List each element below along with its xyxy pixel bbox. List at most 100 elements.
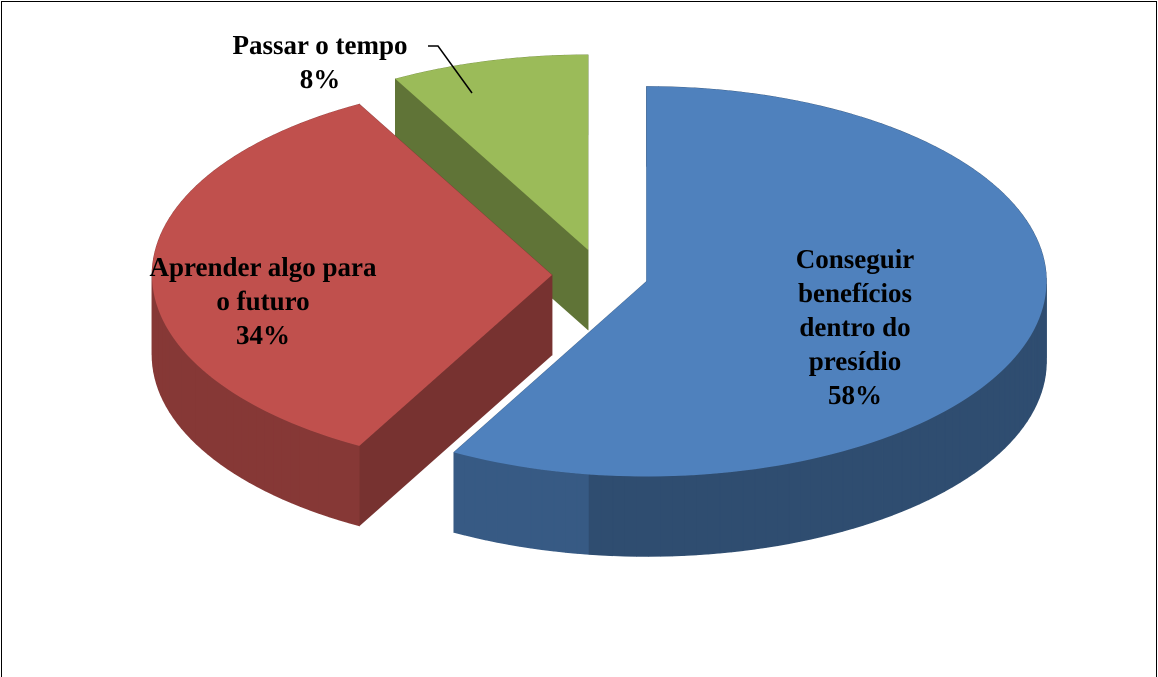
slice-side — [318, 433, 330, 518]
slice-side — [831, 450, 844, 535]
slice-side — [636, 476, 649, 557]
slice-side — [952, 401, 961, 488]
slice-side — [1038, 312, 1042, 399]
slice-side — [821, 453, 833, 538]
slice-side — [176, 342, 182, 430]
slice-side — [967, 392, 975, 479]
slice-side — [201, 368, 209, 455]
category-label: Conseguir benefícios dentro do presídio — [795, 244, 915, 376]
slice-side — [588, 474, 602, 556]
value-label: 58% — [828, 380, 882, 410]
slice-side — [928, 415, 937, 501]
slice-side — [695, 473, 709, 556]
slice-side — [220, 383, 228, 470]
slice-group — [151, 103, 553, 527]
slice-side — [338, 439, 350, 524]
slice-side — [799, 458, 812, 542]
slice-side — [309, 429, 320, 514]
slice-side — [485, 459, 498, 543]
slice-side — [348, 442, 360, 527]
slice-side — [660, 475, 673, 557]
slice-side — [181, 347, 187, 435]
slice-side — [1009, 356, 1016, 444]
slice-side — [1033, 324, 1038, 411]
slice-side — [226, 388, 235, 474]
slice-side — [624, 475, 637, 557]
slice-side — [974, 387, 982, 474]
slice-side — [882, 434, 893, 520]
slice-side — [731, 470, 744, 553]
slice-side — [496, 461, 509, 545]
slice-side — [264, 410, 274, 496]
slice-side — [241, 397, 250, 483]
slice-side — [453, 451, 465, 536]
slice-side — [256, 406, 266, 492]
slice-side — [541, 469, 555, 552]
slice-side — [788, 461, 801, 545]
slice-side — [810, 456, 822, 540]
slice-side — [742, 468, 756, 552]
slice-side — [207, 373, 215, 460]
slice-side — [892, 431, 903, 516]
slice-side — [999, 367, 1006, 454]
slice-side — [576, 473, 590, 555]
slice-side — [944, 406, 953, 492]
slice-side — [233, 392, 242, 479]
slice-side — [842, 448, 854, 532]
slice-side — [980, 382, 988, 469]
data-label: Aprender algo para o futuro 34% — [148, 250, 378, 352]
slice-side — [612, 475, 625, 557]
slice-side — [600, 474, 614, 557]
slice-side — [185, 352, 192, 440]
slice-side — [754, 467, 767, 550]
value-label: 8% — [299, 64, 341, 94]
leader-line — [428, 45, 473, 94]
slice-side — [987, 377, 994, 465]
slice-side — [281, 418, 292, 504]
category-label: Aprender algo para o futuro — [149, 252, 377, 316]
slice-side — [519, 466, 532, 549]
slice-side — [872, 438, 884, 523]
slice-side — [1023, 340, 1028, 428]
slice-side — [959, 397, 968, 484]
slice-side — [1004, 362, 1011, 449]
slice-side — [1026, 334, 1032, 423]
slice — [395, 54, 589, 250]
slice-side — [507, 464, 520, 547]
category-label: Passar o tempo — [232, 30, 408, 60]
slice-side — [936, 410, 946, 497]
slice-side — [248, 401, 258, 488]
slice-side — [290, 422, 301, 507]
slice-side — [1036, 318, 1040, 405]
slice-side — [299, 426, 310, 511]
slice-side — [464, 454, 476, 539]
slice-side — [328, 436, 340, 521]
slice-side — [273, 414, 283, 500]
slice-side — [474, 457, 487, 541]
slice-side — [707, 472, 721, 555]
slice-side — [777, 463, 790, 547]
slice-side — [213, 378, 221, 465]
slice-side — [530, 467, 543, 551]
slice-side — [190, 358, 197, 445]
slice-group — [453, 86, 1047, 557]
slice — [453, 86, 1047, 477]
slice — [152, 104, 552, 446]
slice-side — [1014, 351, 1020, 439]
slice-side — [919, 419, 929, 505]
data-label: Passar o tempo 8% — [200, 28, 440, 96]
slice-side — [765, 465, 778, 548]
slice-side — [1030, 328, 1035, 417]
slice-side — [684, 474, 697, 556]
slice-side — [993, 372, 1000, 460]
slice-side — [862, 441, 874, 526]
slice-side — [672, 475, 685, 557]
slice-side — [553, 470, 566, 553]
value-label: 34% — [236, 320, 290, 350]
slice-side — [648, 476, 661, 557]
slice-side — [852, 444, 864, 529]
slice-side — [910, 423, 921, 509]
